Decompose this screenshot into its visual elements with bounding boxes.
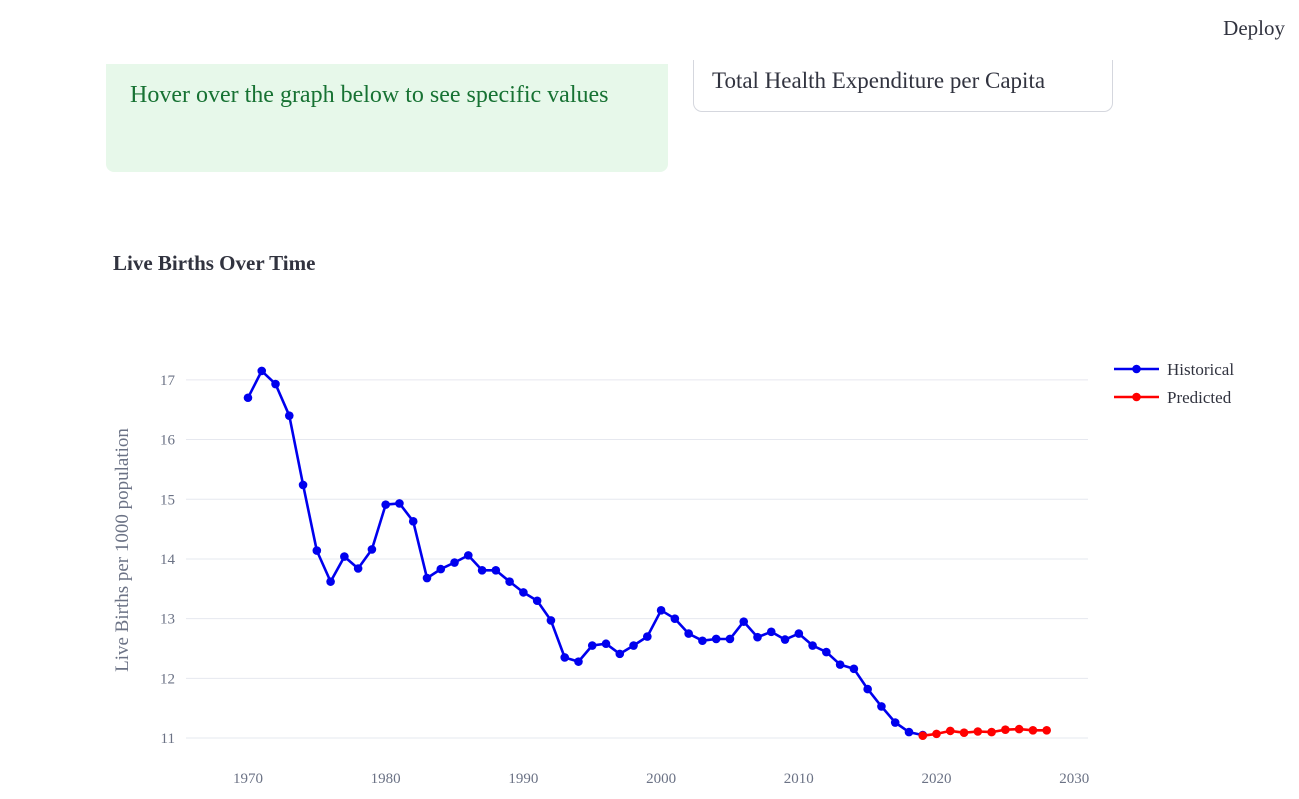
data-point[interactable] [340,552,349,561]
data-point[interactable] [766,627,776,637]
series-layer[interactable] [243,366,1051,740]
x-tick-label: 1990 [508,771,538,787]
data-point[interactable] [546,616,556,625]
data-point[interactable] [284,411,294,420]
data-point[interactable] [711,634,721,644]
legend-swatch-marker [1132,392,1141,402]
data-point[interactable] [560,653,570,662]
data-point[interactable] [450,558,459,567]
data-point[interactable] [629,641,638,650]
data-point[interactable] [808,641,817,650]
x-tick-label: 1980 [371,771,401,787]
data-point[interactable] [835,660,845,669]
data-point[interactable] [353,564,363,573]
legend-item-historical[interactable]: Historical [1114,360,1234,379]
data-point[interactable] [739,617,749,626]
legend-label: Predicted [1167,388,1232,407]
data-point[interactable] [491,565,501,575]
info-alert: Hover over the graph below to see specif… [106,64,668,172]
data-point[interactable] [1001,725,1010,735]
legend-swatch-marker [1132,364,1141,374]
data-point[interactable] [505,577,514,586]
data-point[interactable] [684,629,693,638]
data-point[interactable] [326,577,335,586]
data-point[interactable] [574,657,583,666]
y-tick-label: 16 [160,433,176,449]
data-point[interactable] [519,588,528,597]
grid-lines [186,379,1088,739]
data-point[interactable] [822,647,831,657]
data-point[interactable] [436,564,446,574]
data-point[interactable] [477,565,487,575]
data-point[interactable] [945,726,955,736]
y-axis-label: Live Births per 1000 population [112,428,133,672]
data-point[interactable] [422,573,432,583]
legend-item-predicted[interactable]: Predicted [1114,388,1232,407]
y-tick-label: 13 [160,612,175,628]
deploy-button[interactable]: Deploy [1223,16,1285,40]
data-point[interactable] [243,393,253,403]
info-alert-text: Hover over the graph below to see specif… [130,82,609,108]
data-point[interactable] [615,649,625,659]
data-point[interactable] [670,614,680,623]
legend-label: Historical [1167,360,1234,379]
y-tick-label: 17 [160,373,176,389]
data-point[interactable] [464,551,473,560]
data-point[interactable] [1028,725,1038,735]
data-point[interactable] [257,366,267,376]
data-point[interactable] [877,702,886,711]
y-tick-label: 11 [161,731,175,747]
metric-select-value: Total Health Expenditure per Capita [712,68,1046,93]
metric-select[interactable]: Total Health Expenditure per Capita [693,60,1113,112]
data-point[interactable] [973,727,983,736]
legend[interactable]: Historical Predicted [1114,360,1234,407]
x-tick-label: 1970 [233,771,263,787]
data-point[interactable] [656,605,666,615]
data-point[interactable] [849,664,859,674]
series-historical[interactable] [243,366,928,740]
data-point[interactable] [890,718,900,727]
x-tick-label: 2000 [646,771,676,787]
data-point[interactable] [408,517,418,526]
data-point[interactable] [918,731,928,740]
x-tick-label: 2010 [784,771,814,787]
x-tick-label: 2030 [1059,771,1089,787]
data-point[interactable] [643,632,652,641]
series-line [246,369,923,737]
data-point[interactable] [753,632,762,642]
y-axis-ticks: 11 12 13 14 15 16 17 [160,373,176,747]
y-tick-label: 15 [160,492,175,508]
data-point[interactable] [587,641,597,650]
chart-title: Live Births Over Time [113,251,316,275]
data-point[interactable] [601,639,611,649]
data-point[interactable] [312,546,322,555]
data-point[interactable] [532,596,542,606]
data-point[interactable] [271,379,280,389]
series-line [922,727,1047,737]
data-point[interactable] [725,634,735,644]
data-point[interactable] [367,545,377,554]
data-point[interactable] [780,635,790,644]
data-point[interactable] [298,480,308,490]
data-point[interactable] [1014,724,1024,734]
y-tick-label: 14 [160,552,176,568]
y-tick-label: 12 [160,671,175,687]
data-point[interactable] [395,499,404,508]
data-point[interactable] [863,684,872,694]
data-point[interactable] [794,629,804,638]
data-point[interactable] [987,727,996,737]
data-point[interactable] [1042,725,1051,735]
x-tick-label: 2020 [922,771,952,787]
series-predicted[interactable] [918,724,1051,740]
data-point[interactable] [959,728,969,737]
x-axis-ticks: 1970 1980 1990 2000 2010 2020 2030 [233,771,1089,787]
data-point[interactable] [932,729,941,739]
data-point[interactable] [698,636,707,646]
data-point[interactable] [381,500,390,509]
data-point[interactable] [904,727,914,737]
